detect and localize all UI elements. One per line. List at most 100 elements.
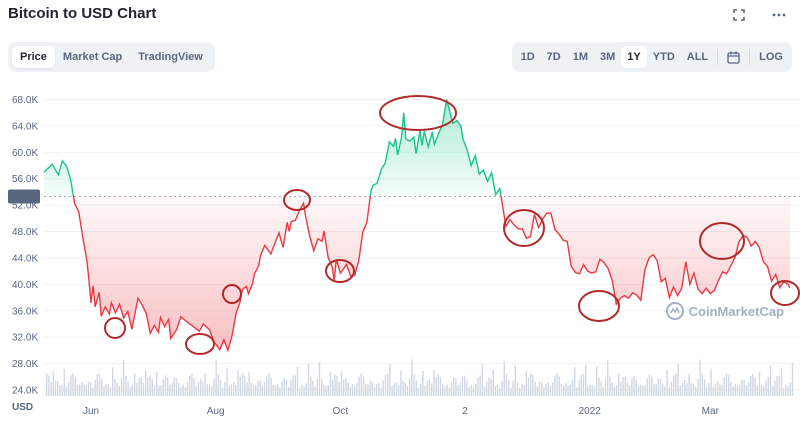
y-tick-label: 32.0K: [12, 333, 38, 344]
volume-bar: [314, 387, 316, 396]
area-fill-up: [44, 99, 501, 196]
volume-bar: [789, 382, 791, 396]
range-all[interactable]: ALL: [686, 51, 709, 63]
volume-bar: [105, 384, 107, 396]
volume-bar: [437, 373, 439, 396]
volume-bar: [373, 387, 376, 396]
volume-bar: [213, 378, 215, 396]
volume-bar: [750, 375, 752, 396]
volume-bar: [752, 374, 754, 396]
range-ytd[interactable]: YTD: [652, 51, 675, 63]
volume-bar: [336, 375, 338, 396]
volume-bar: [646, 378, 648, 396]
annotation-circle: [104, 317, 126, 339]
x-tick-label: Aug: [207, 406, 225, 417]
volume-bar: [409, 378, 411, 396]
volume-bar: [772, 386, 774, 396]
volume-bar: [587, 386, 589, 396]
range-3m[interactable]: 3M: [600, 51, 616, 63]
volume-bar: [736, 385, 739, 396]
volume-bar: [692, 383, 695, 396]
volume-bar: [118, 386, 120, 396]
chart-actions: [732, 8, 786, 22]
volume-bar: [481, 364, 483, 396]
volume-bar: [125, 375, 127, 396]
tab-price[interactable]: Price: [12, 46, 55, 68]
price-chart[interactable]: 24.0K 28.0K 32.0K 36.0K 40.0K 44.0K 48.0K 52.0K…: [0, 80, 800, 423]
volume-bar: [591, 385, 593, 396]
coinmarketcap-logo-icon: [666, 302, 684, 320]
volume-bar: [787, 387, 789, 396]
volume-bar: [294, 375, 296, 396]
price-line-up: [44, 99, 502, 196]
annotation-circle: [283, 189, 311, 211]
range-1m[interactable]: 1M: [572, 51, 589, 63]
volume-bar: [547, 382, 549, 396]
volume-bar: [741, 379, 743, 396]
volume-bar: [296, 367, 299, 396]
volume-bar: [362, 376, 365, 396]
volume-bar: [270, 377, 272, 396]
y-tick-label: 24.0K: [12, 386, 38, 397]
volume-bar: [494, 386, 497, 396]
volume-bar: [290, 380, 292, 396]
volume-bar: [758, 371, 761, 396]
log-toggle[interactable]: LOG: [759, 51, 783, 63]
x-tick-label: 2022: [579, 406, 602, 417]
volume-bar: [164, 375, 167, 396]
volume-bar: [439, 376, 442, 396]
volume-bar: [153, 385, 156, 396]
volume-bar: [664, 386, 666, 396]
volume-bar: [112, 367, 114, 396]
volume-bar: [560, 383, 563, 396]
volume-bar: [230, 384, 233, 396]
volume-bar: [622, 377, 624, 396]
annotation-circle: [185, 333, 215, 355]
volume-bar: [497, 384, 499, 396]
volume-bar: [318, 362, 321, 396]
volume-bar: [519, 387, 521, 396]
volume-bar: [186, 382, 189, 396]
volume-bar: [173, 377, 175, 396]
volume-bar: [184, 387, 186, 396]
more-horizontal-icon[interactable]: [772, 8, 786, 22]
annotation-circles: [104, 95, 800, 355]
volume-bar: [46, 373, 48, 396]
volume-bar: [68, 382, 70, 396]
volume-bar: [378, 383, 380, 396]
volume-bar: [63, 368, 65, 396]
volume-bar: [376, 383, 378, 396]
range-7d[interactable]: 7D: [546, 51, 561, 63]
volume-bar: [615, 384, 618, 396]
volume-bar: [714, 383, 717, 396]
volume-bar: [490, 378, 492, 396]
volume-bar: [763, 386, 765, 396]
volume-bar: [642, 385, 644, 396]
volume-bar: [631, 378, 633, 396]
range-1d[interactable]: 1D: [520, 51, 535, 63]
volume-bar: [382, 380, 384, 396]
annotation-circle: [503, 209, 545, 247]
x-tick-label: Jun: [83, 406, 99, 417]
price-line-down: [72, 196, 791, 353]
calendar-icon[interactable]: [721, 46, 746, 69]
volume-bar: [248, 372, 250, 396]
volume-bar: [732, 386, 734, 396]
volume-bar: [521, 383, 523, 396]
tab-tradingview[interactable]: TradingView: [138, 51, 203, 63]
volume-bar: [303, 386, 305, 396]
volume-bar: [92, 387, 94, 396]
tab-market-cap[interactable]: Market Cap: [62, 51, 123, 63]
volume-bar: [450, 381, 453, 396]
volume-bar: [167, 377, 169, 396]
volume-bar: [783, 387, 785, 396]
annotation-circle: [699, 222, 745, 260]
volume-bar: [65, 386, 68, 396]
volume-bar: [717, 381, 719, 396]
fullscreen-icon[interactable]: [732, 8, 746, 22]
range-1y[interactable]: 1Y: [621, 46, 647, 68]
volume-bar: [316, 379, 318, 396]
volume-bar: [723, 377, 725, 396]
volume-bar: [217, 374, 219, 396]
volume-bar: [365, 383, 367, 396]
